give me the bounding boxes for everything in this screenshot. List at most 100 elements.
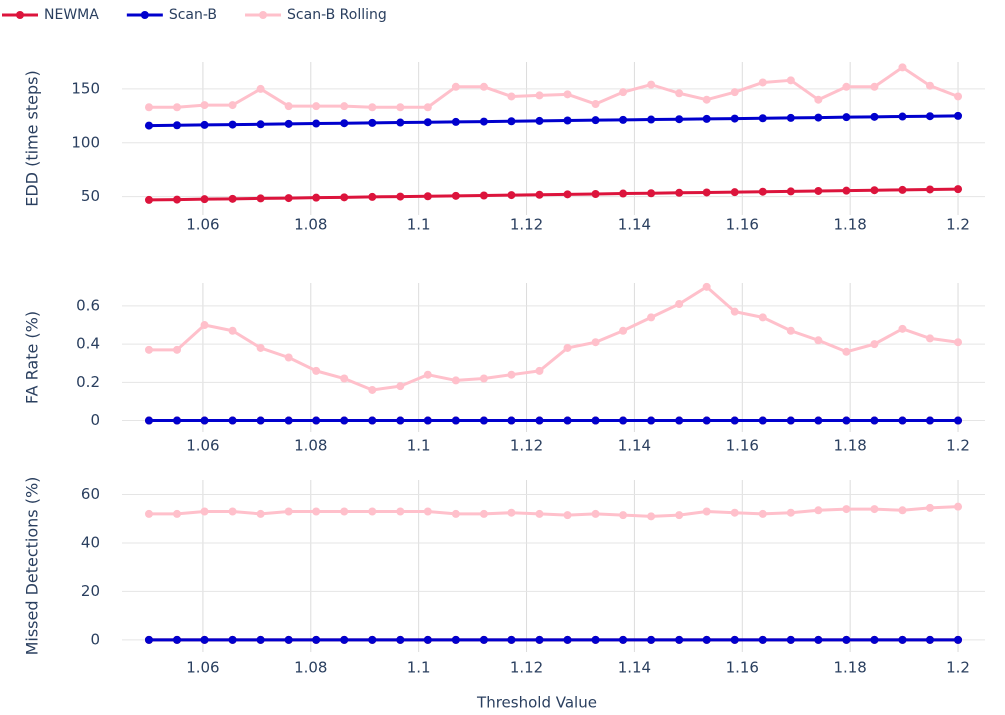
data-point [814, 113, 823, 122]
data-point [870, 112, 879, 121]
data-point [898, 635, 907, 644]
x-tick-label: 1.16 [726, 437, 759, 455]
data-point [591, 416, 600, 425]
data-point [786, 113, 795, 122]
data-point [173, 195, 182, 204]
data-point [619, 326, 628, 335]
x-tick-label: 1.14 [618, 437, 651, 455]
data-point [284, 102, 293, 111]
data-point [786, 416, 795, 425]
data-point [340, 119, 349, 128]
data-point [730, 88, 739, 97]
data-point [368, 103, 377, 112]
data-point [619, 635, 628, 644]
data-point [228, 635, 237, 644]
data-point [507, 191, 516, 200]
data-point [200, 120, 209, 129]
data-point [730, 635, 739, 644]
data-point [284, 353, 293, 362]
x-tick-label: 1.1 [407, 216, 431, 234]
data-point [200, 321, 209, 330]
data-point [479, 117, 488, 126]
data-point [814, 336, 823, 345]
data-point [675, 511, 684, 520]
data-point [842, 635, 851, 644]
data-point [340, 193, 349, 202]
data-point [786, 635, 795, 644]
data-point [173, 416, 182, 425]
data-point [814, 506, 823, 515]
data-point [925, 334, 934, 343]
y-axis-title: FA Rate (%) [23, 311, 42, 404]
data-point [144, 103, 153, 112]
data-point [675, 89, 684, 98]
data-point [284, 119, 293, 128]
x-tick-label: 1.12 [510, 437, 543, 455]
data-point [340, 102, 349, 111]
data-point [396, 192, 405, 201]
data-point [702, 416, 711, 425]
data-point [479, 191, 488, 200]
data-point [228, 416, 237, 425]
data-point [451, 635, 460, 644]
data-point [423, 507, 432, 516]
x-tick-label: 1.08 [294, 437, 327, 455]
data-point [702, 95, 711, 104]
data-point [898, 506, 907, 515]
data-point [284, 194, 293, 203]
data-point [758, 313, 767, 322]
data-point [256, 194, 265, 203]
data-point [200, 195, 209, 204]
data-point [675, 300, 684, 309]
data-point [507, 508, 516, 517]
data-point [758, 416, 767, 425]
legend-marker [140, 11, 149, 19]
data-point [898, 324, 907, 333]
x-tick-label: 1.06 [186, 216, 219, 234]
y-tick-label: 20 [81, 582, 100, 600]
data-point [368, 507, 377, 516]
data-point [396, 103, 405, 112]
data-point [619, 115, 628, 124]
data-point [312, 416, 321, 425]
x-axis-title: Threshold Value [476, 694, 597, 712]
legend-label: Scan-B Rolling [287, 7, 387, 23]
data-point [396, 416, 405, 425]
data-point [702, 635, 711, 644]
data-point [647, 635, 656, 644]
data-point [200, 416, 209, 425]
data-point [925, 112, 934, 121]
data-point [898, 63, 907, 72]
data-point [898, 112, 907, 121]
data-point [842, 82, 851, 91]
x-tick-label: 1.14 [618, 216, 651, 234]
data-point [200, 507, 209, 516]
data-point [256, 416, 265, 425]
y-tick-label: 50 [81, 187, 100, 205]
data-point [396, 118, 405, 127]
x-tick-label: 1.2 [946, 437, 970, 455]
data-point [842, 347, 851, 356]
x-tick-label: 1.16 [726, 659, 759, 677]
data-point [730, 307, 739, 316]
data-point [451, 117, 460, 126]
data-point [173, 103, 182, 112]
series-line [148, 65, 959, 109]
data-point [758, 78, 767, 87]
data-point [144, 195, 153, 204]
data-point [870, 186, 879, 195]
data-point [256, 84, 265, 93]
data-point [591, 338, 600, 347]
data-point [870, 82, 879, 91]
data-point [619, 511, 628, 520]
data-point [423, 370, 432, 379]
data-point [758, 635, 767, 644]
x-tick-label: 1.06 [186, 659, 219, 677]
data-point [898, 185, 907, 194]
data-point [535, 509, 544, 518]
y-tick-label: 100 [71, 133, 100, 151]
data-point [925, 635, 934, 644]
data-point [954, 92, 963, 101]
data-point [423, 635, 432, 644]
series-line [148, 187, 959, 202]
